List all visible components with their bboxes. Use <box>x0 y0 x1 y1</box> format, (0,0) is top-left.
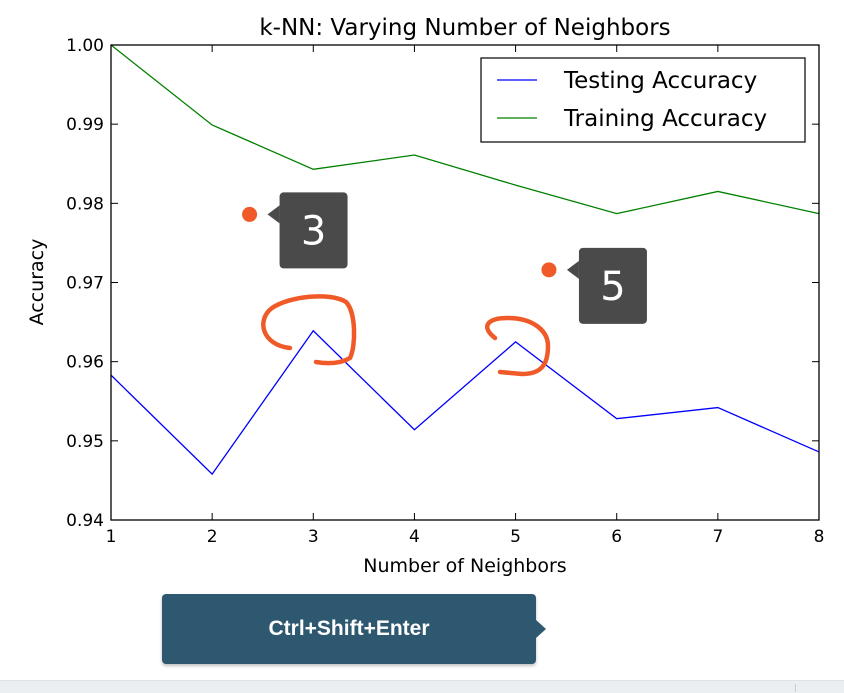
x-tick-label: 1 <box>106 527 117 547</box>
plot-area: 1 2 3 4 5 6 7 8 0.94 0.95 0.96 0.97 0.98 0.99 1.00 Test… <box>66 36 824 547</box>
annotation-dot <box>541 262 557 278</box>
annotation-box <box>279 192 348 269</box>
annotation-box <box>578 247 647 324</box>
annotation-pointer <box>566 260 579 279</box>
x-tick-label: 8 <box>814 527 825 547</box>
legend-label: Testing Accuracy <box>563 68 757 94</box>
series-line-training <box>110 44 820 215</box>
x-tick-label: 4 <box>409 527 420 547</box>
x-tick-label: 6 <box>611 527 622 547</box>
x-axis-label: Number of Neighbors <box>363 555 566 577</box>
y-tick-label: 0.99 <box>66 115 104 135</box>
y-tick-label: 0.96 <box>66 353 104 373</box>
bottom-bar <box>0 680 844 693</box>
y-tick-label: 0.98 <box>66 194 104 214</box>
annotation-dot <box>242 206 258 222</box>
x-tick-label: 3 <box>308 527 319 547</box>
run-shortcut-label: Ctrl+Shift+Enter <box>268 617 430 640</box>
annotation-number: 3 <box>301 208 326 254</box>
run-shortcut-button[interactable]: Ctrl+Shift+Enter <box>162 594 546 664</box>
annotation-pointer <box>267 205 280 224</box>
y-tick-label: 0.94 <box>66 511 104 531</box>
bottom-bar-divider <box>795 684 796 692</box>
annotation-number: 5 <box>600 264 625 310</box>
y-axis-label: Accuracy <box>26 239 48 326</box>
y-tick-label: 0.97 <box>66 274 104 294</box>
x-tick-label: 7 <box>712 527 723 547</box>
scribble-mark <box>261 294 357 366</box>
legend: Testing Accuracy Training Accuracy <box>480 57 806 143</box>
legend-label: Training Accuracy <box>563 106 767 132</box>
y-tick-label: 0.95 <box>66 432 104 452</box>
series-line-testing <box>110 329 820 476</box>
x-tick-label: 2 <box>207 527 218 547</box>
legend-box <box>480 57 806 143</box>
chart-title: k-NN: Varying Number of Neighbors <box>259 15 670 41</box>
x-tick-label: 5 <box>510 527 521 547</box>
scribble-mark <box>485 315 551 377</box>
y-tick-label: 1.00 <box>66 36 104 56</box>
